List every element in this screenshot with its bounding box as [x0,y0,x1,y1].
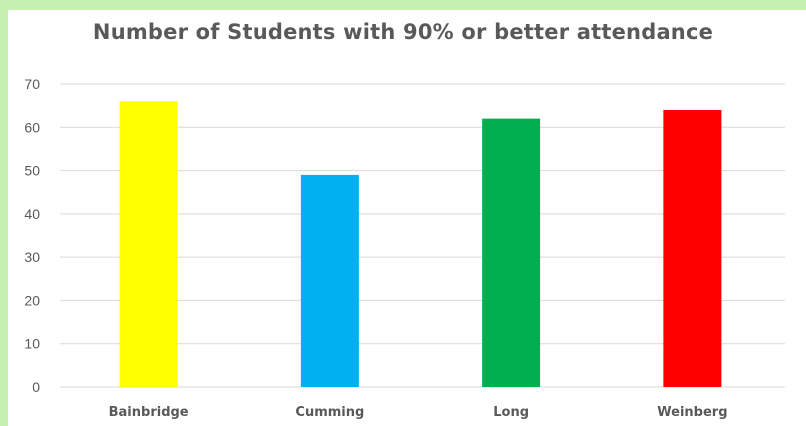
x-axis: Bainbridge Cumming Long Weinberg [109,405,728,420]
y-tick-label: 0 [32,379,40,395]
bar-bainbridge [119,101,178,388]
bars [119,101,722,388]
bar-long [482,118,541,387]
y-tick-label: 40 [24,206,40,222]
chart-title: Number of Students with 90% or better at… [92,20,714,44]
y-tick-label: 60 [24,119,40,135]
y-tick-label: 30 [24,249,40,265]
y-tick-label: 50 [24,163,40,179]
y-tick-label: 70 [24,76,40,92]
bar-cumming [300,174,359,387]
y-tick-label: 10 [24,336,40,352]
x-tick-label: Cumming [295,405,364,420]
x-tick-label: Weinberg [657,405,727,420]
y-axis: 0 10 20 30 40 50 60 70 [24,76,40,395]
x-tick-label: Long [493,405,529,420]
x-tick-label: Bainbridge [109,405,189,420]
bar-weinberg [663,109,722,387]
y-tick-label: 20 [24,292,40,308]
